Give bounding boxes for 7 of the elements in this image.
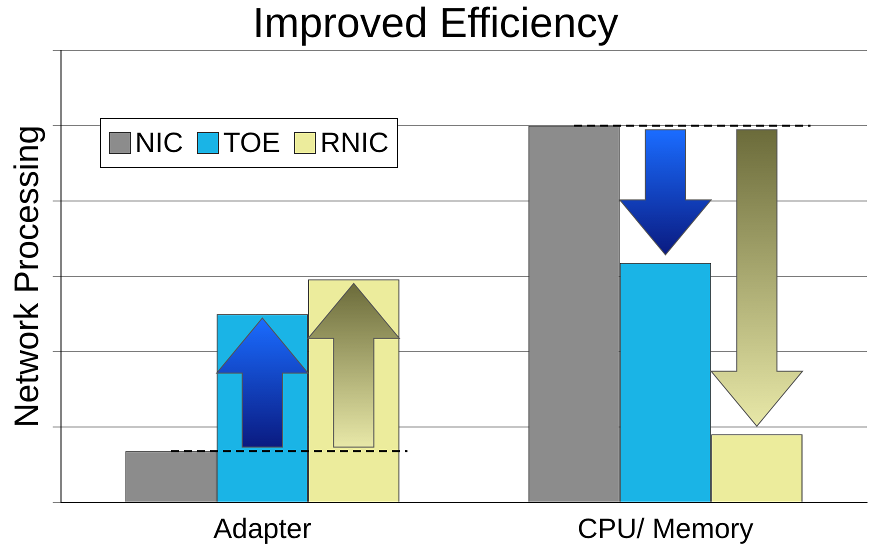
x-tick-label: Adapter — [213, 512, 312, 544]
chart-title: Improved Efficiency — [252, 0, 618, 46]
x-tick-label: CPU/ Memory — [578, 512, 754, 544]
y-axis-title: Network Processing — [8, 125, 46, 428]
legend-label: NIC — [135, 127, 184, 159]
legend-label: RNIC — [320, 127, 389, 159]
legend-label: TOE — [223, 127, 280, 159]
